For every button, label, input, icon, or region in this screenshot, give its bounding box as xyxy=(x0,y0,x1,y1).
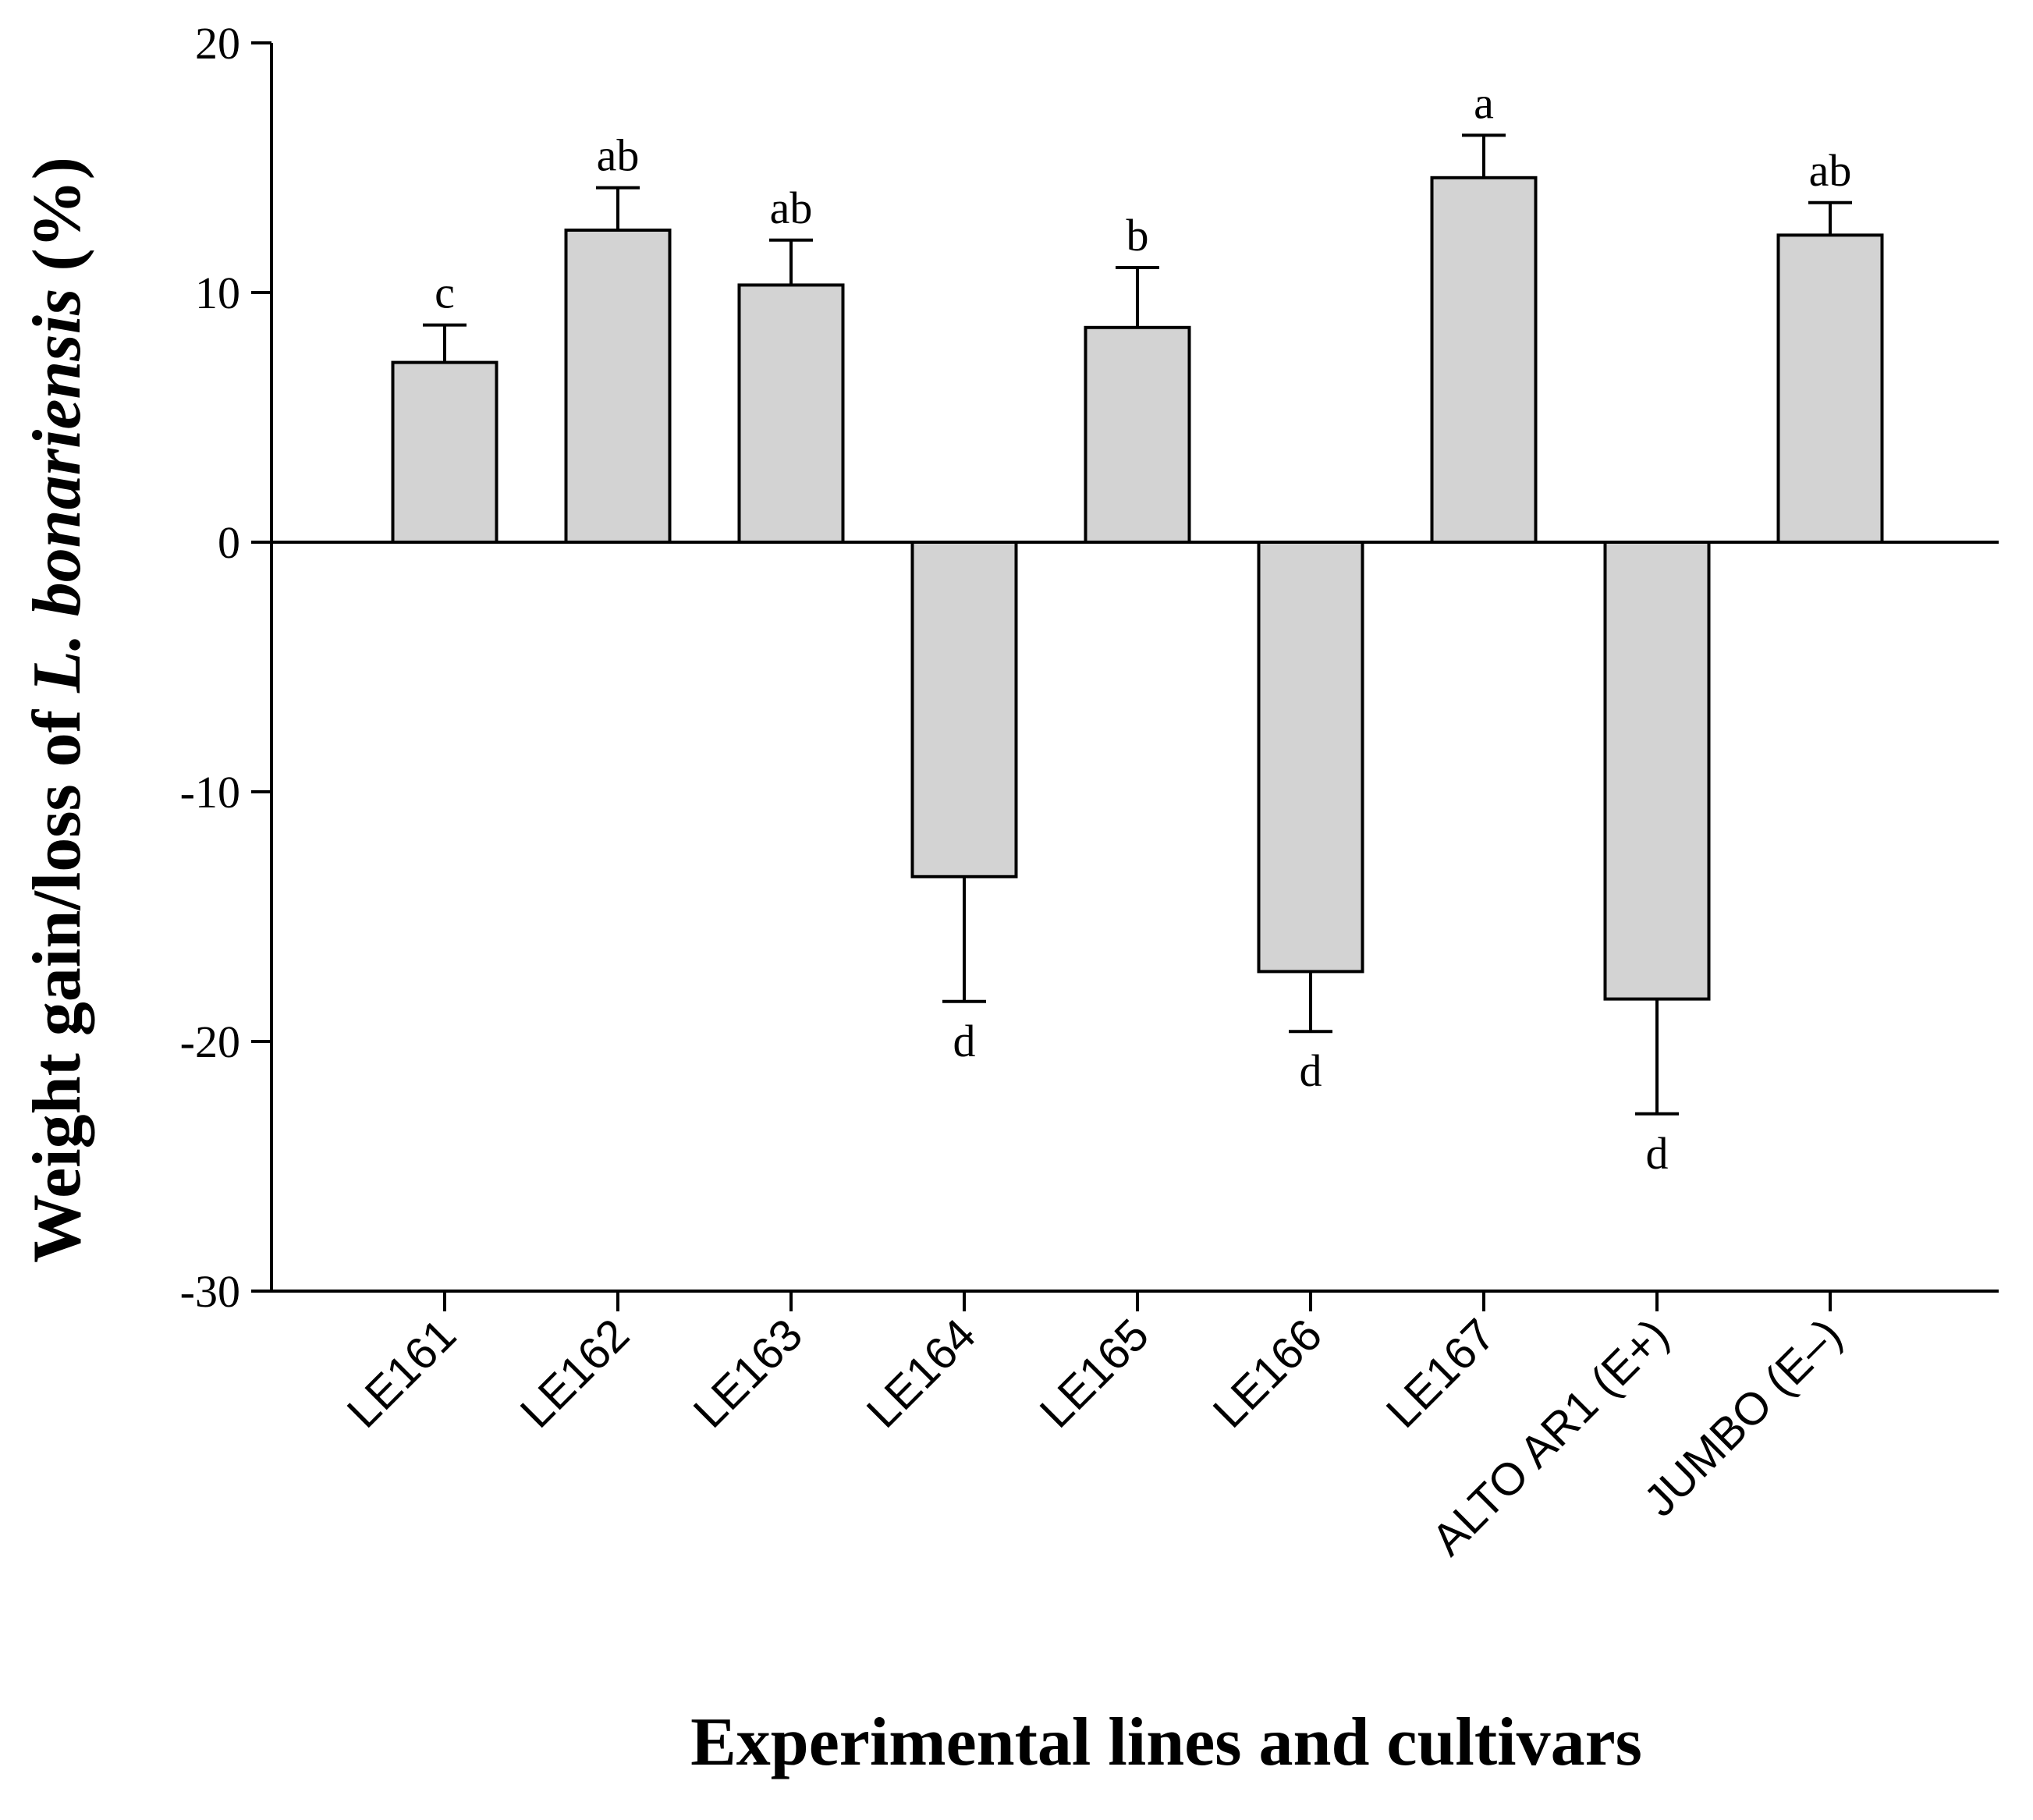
y-axis-title-part: (%) xyxy=(20,157,95,289)
significance-letter: ab xyxy=(597,130,640,181)
significance-letter: d xyxy=(1300,1045,1322,1096)
bar xyxy=(910,541,1018,878)
x-tick-label: LE167 xyxy=(1377,1309,1506,1438)
y-tick-label: -30 xyxy=(180,1266,240,1317)
significance-letter: c xyxy=(435,268,455,318)
significance-letter: a xyxy=(1474,77,1494,128)
bar xyxy=(1257,541,1364,974)
x-axis-title: Experimental lines and cultivars xyxy=(690,1705,1642,1780)
bar xyxy=(1603,541,1711,1001)
x-tick-label: LE163 xyxy=(684,1309,813,1438)
x-tick-label: LE164 xyxy=(857,1309,986,1438)
x-tick-label: LE161 xyxy=(338,1309,467,1438)
y-tick-label: 20 xyxy=(195,18,240,69)
x-tick-label: LE162 xyxy=(511,1309,640,1438)
bar xyxy=(737,283,845,544)
y-tick-label: 0 xyxy=(218,517,240,568)
x-tick-label: LE166 xyxy=(1204,1309,1332,1438)
bar xyxy=(391,360,498,544)
significance-letter: d xyxy=(953,1016,976,1066)
significance-letter: ab xyxy=(770,183,813,233)
y-axis-title: Weight gain/loss of L. bonariensis (%) xyxy=(20,157,95,1263)
bar xyxy=(564,229,672,544)
y-tick-label: -20 xyxy=(180,1016,240,1067)
axes xyxy=(251,41,1999,1311)
bar xyxy=(1776,233,1884,544)
y-axis-title-part: L. bonariensis xyxy=(20,289,95,694)
y-axis-title-part: Weight gain/loss of xyxy=(20,693,95,1263)
y-tick-label: 10 xyxy=(195,268,240,318)
significance-letter: b xyxy=(1126,210,1149,261)
x-tick-label: LE165 xyxy=(1031,1309,1159,1438)
y-tick-label: -10 xyxy=(180,767,240,818)
bar xyxy=(1430,176,1538,545)
significance-letter: ab xyxy=(1809,145,1852,196)
significance-letter: d xyxy=(1646,1128,1669,1179)
bars xyxy=(391,133,1884,1116)
bar xyxy=(1084,325,1191,544)
